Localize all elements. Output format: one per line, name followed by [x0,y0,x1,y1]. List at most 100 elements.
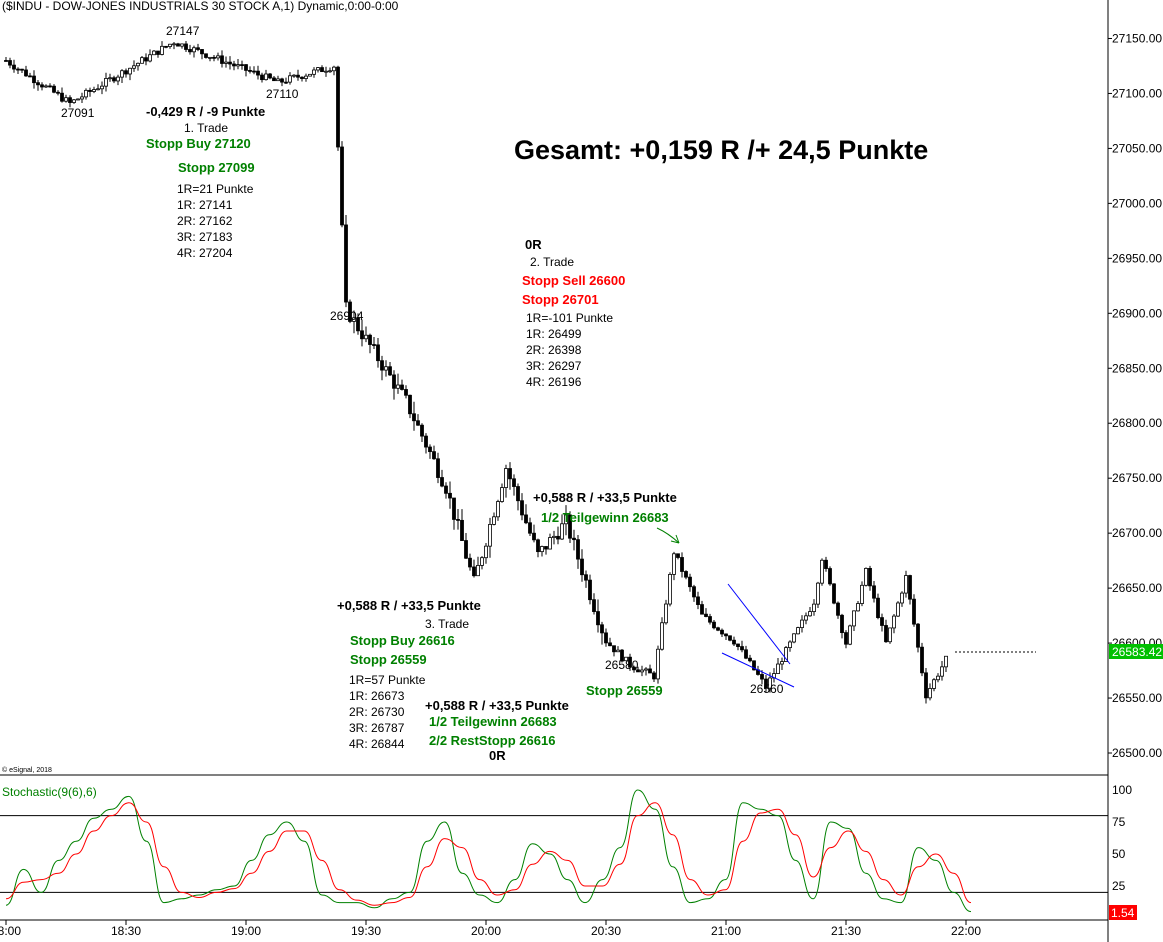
candle-body [228,61,232,65]
candle-body [388,366,392,376]
candle-body [516,486,520,502]
candle-body [808,611,812,617]
candle-body [612,645,616,653]
price-tick-13: 26500.00 [1112,746,1162,760]
candle-body [60,92,64,102]
trade3-level-2: 2R: 26730 [349,705,405,719]
trade1-name: 1. Trade [184,121,228,135]
candle-body [264,73,268,81]
candle-body [820,559,824,584]
candle-body [360,330,364,340]
candle-body [936,675,940,681]
candle-body [724,633,728,637]
candle-body [872,585,876,599]
candle-body [784,647,788,662]
candle-body [76,98,80,101]
candle-body [824,559,828,569]
candle-body [248,69,252,72]
candle-body [36,82,40,86]
candle-body [620,649,624,662]
trade1-result: -0,429 R / -9 Punkte [146,104,265,119]
trade1-level-0: 1R=21 Punkte [177,182,254,196]
label-low-1: 27091 [61,106,95,120]
candle-body [648,668,652,674]
candle-body [536,539,540,553]
candle-body [168,43,172,47]
price-tick-1: 27100.00 [1112,86,1162,100]
candle-body [856,603,860,612]
partial-top-text: 1/2 Teilgewinn 26683 [541,510,669,525]
time-tick-2: 19:00 [231,924,261,938]
candle-body [340,146,344,226]
candle-body [916,623,920,648]
candle-body [716,627,720,631]
candle-body [136,62,140,67]
candle-body [208,56,212,59]
partial-top-annotation: +0,588 R / +33,5 Punkte 1/2 Teilgewinn 2… [533,490,680,544]
candle-body [72,99,76,103]
candle-body [252,70,256,73]
time-tick-0: 18:00 [0,924,21,938]
candle-body [616,649,620,653]
candle-body [328,70,332,73]
candle-body [188,49,192,53]
candle-body [700,604,704,615]
stoch-tick-1: 75 [1112,815,1126,829]
candle-body [900,592,904,604]
candle-body [708,616,712,623]
candle-body [764,678,768,689]
stochastic-last-value: 1.54 [1111,906,1135,920]
candle-body [636,669,640,673]
candle-body [200,49,204,55]
trade1-level-4: 4R: 27204 [177,246,233,260]
candle-body [452,497,456,520]
stoch-tick-0: 100 [1112,783,1132,797]
candle-body [932,679,936,689]
trade1-entry: Stopp Buy 27120 [146,136,251,151]
candle-body [876,597,880,618]
trade3-annotation: +0,588 R / +33,5 Punkte 3. Trade Stopp B… [337,598,481,751]
partial-bottom-zero: 0R [489,748,506,763]
candle-body [316,67,320,71]
candle-body [464,540,468,559]
candle-body [440,477,444,487]
candle-body [80,96,84,100]
trade3-level-4: 4R: 26844 [349,737,405,751]
candle-body [244,64,248,71]
candle-body [420,424,424,437]
candle-body [896,602,900,617]
candle-body [52,85,56,93]
candle-body [16,68,20,71]
candle-body [64,97,68,102]
label-low-2: 27110 [266,87,299,101]
trade3-level-1: 1R: 26673 [349,689,405,703]
candle-body [260,74,264,81]
candle-body [736,643,740,647]
candle-body [684,571,688,578]
trade2-level-2: 2R: 26398 [526,343,582,357]
candle-body [672,553,676,575]
candle-body [588,579,592,601]
stochastic-panel: 100 75 50 25 [0,783,1132,913]
trade2-level-1: 1R: 26499 [526,327,582,341]
candle-body [828,568,832,585]
stoch-series-k [5,789,972,913]
price-tick-5: 26900.00 [1112,306,1162,320]
candle-body [288,75,292,83]
candle-body [108,77,112,80]
candle-body [8,60,12,66]
candle-body [832,583,836,604]
candle-body [816,582,820,605]
candle-body [400,384,404,390]
candle-body [572,537,576,541]
candle-body [892,615,896,629]
candle-body [180,43,184,47]
candle-body [512,478,516,487]
candle-body [160,45,164,55]
candle-body [128,67,132,75]
candle-body [212,56,216,59]
candle-body [576,539,580,560]
candle-body [848,625,852,645]
candle-body [424,435,428,448]
